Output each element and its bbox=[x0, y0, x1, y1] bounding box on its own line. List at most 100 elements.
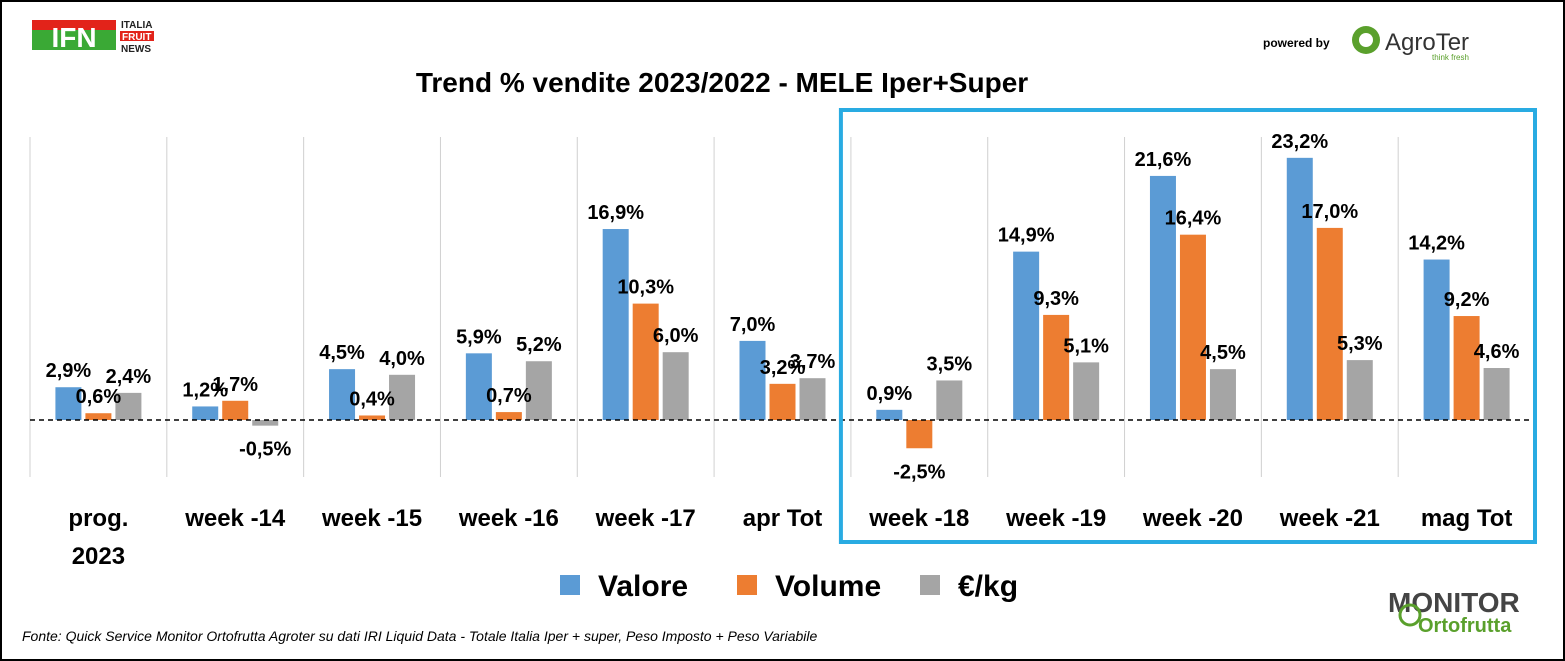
category-label: week -16 bbox=[458, 505, 559, 532]
agroter-leaf-center-icon bbox=[1359, 33, 1373, 47]
ifn-logo-fruit-bg bbox=[120, 31, 154, 41]
data-label: 0,4% bbox=[349, 388, 395, 410]
bar-volume bbox=[1043, 314, 1070, 420]
magnifier-icon bbox=[1398, 603, 1422, 627]
powered-by-text: powered by bbox=[1263, 36, 1330, 50]
chart-title: Trend % vendite 2023/2022 - MELE Iper+Su… bbox=[416, 67, 1028, 98]
monitor-logo-line2: Ortofrutta bbox=[1418, 615, 1512, 637]
ifn-logo-line2: FRUIT bbox=[122, 32, 151, 43]
bar-valore bbox=[876, 409, 903, 420]
category-label: 2023 bbox=[72, 543, 125, 570]
ifn-logo-line1: ITALIA bbox=[121, 20, 152, 31]
bar-valore bbox=[1013, 251, 1040, 420]
data-label: 0,6% bbox=[76, 386, 122, 408]
category-label: mag Tot bbox=[1421, 505, 1513, 532]
agroter-logo: AgroTer think fresh bbox=[1352, 26, 1469, 62]
legend: Valore Volume €/kg bbox=[560, 570, 1018, 603]
bar-volume bbox=[769, 383, 796, 420]
bar-volume bbox=[222, 400, 249, 420]
category-label: prog. bbox=[68, 505, 128, 532]
data-label: 4,6% bbox=[1474, 341, 1520, 363]
data-label: -2,5% bbox=[893, 461, 945, 483]
bar-volume bbox=[1453, 316, 1480, 420]
ifn-logo-stripe bbox=[32, 20, 116, 30]
bar-eurkg bbox=[799, 378, 826, 420]
bar-valore bbox=[1286, 157, 1313, 420]
bar-eurkg bbox=[1346, 360, 1373, 420]
bar-eurkg bbox=[662, 352, 689, 420]
category-label: week -17 bbox=[595, 505, 696, 532]
category-label: week -18 bbox=[868, 505, 969, 532]
bar-eurkg bbox=[1483, 368, 1510, 420]
data-label: 5,2% bbox=[516, 334, 562, 356]
data-label: -0,5% bbox=[239, 439, 291, 461]
bar-eurkg bbox=[1209, 369, 1236, 420]
data-label: 14,2% bbox=[1408, 233, 1465, 255]
bar-valore bbox=[192, 406, 219, 420]
data-label: 6,0% bbox=[653, 325, 699, 347]
data-label: 2,9% bbox=[46, 360, 92, 382]
data-label: 5,9% bbox=[456, 326, 502, 348]
data-label: 2,4% bbox=[106, 366, 152, 388]
agroter-tagline: think fresh bbox=[1432, 53, 1469, 62]
bar-eurkg bbox=[389, 374, 416, 420]
agroter-name: AgroTer bbox=[1385, 29, 1469, 56]
data-label: 0,7% bbox=[486, 385, 532, 407]
data-label: 16,9% bbox=[587, 202, 644, 224]
bar-eurkg bbox=[1073, 362, 1100, 420]
bar-volume bbox=[1179, 234, 1206, 420]
legend-label: €/kg bbox=[958, 570, 1018, 603]
bar-valore bbox=[1149, 175, 1176, 420]
data-label: 17,0% bbox=[1301, 201, 1358, 223]
bar-volume bbox=[1316, 227, 1343, 420]
bar-volume bbox=[906, 420, 933, 449]
data-label: 1,2% bbox=[182, 379, 228, 401]
legend-swatch bbox=[737, 575, 757, 595]
bar-eurkg bbox=[115, 392, 142, 420]
data-label: 23,2% bbox=[1271, 131, 1328, 153]
legend-swatch bbox=[920, 575, 940, 595]
monitor-ortofrutta-logo: MONITOR Ortofrutta bbox=[1388, 587, 1520, 637]
data-label: 14,9% bbox=[998, 225, 1055, 247]
bar-eurkg bbox=[525, 361, 552, 420]
data-label: 5,1% bbox=[1063, 335, 1109, 357]
data-label: 4,5% bbox=[1200, 342, 1246, 364]
data-label: 1,7% bbox=[212, 374, 258, 396]
category-label: week -15 bbox=[321, 505, 422, 532]
data-label: 3,5% bbox=[927, 353, 973, 375]
data-label: 3,7% bbox=[790, 351, 836, 373]
bar-valore bbox=[55, 387, 82, 420]
data-label: 5,3% bbox=[1337, 333, 1383, 355]
data-label: 0,9% bbox=[867, 383, 913, 405]
bar-valore bbox=[602, 229, 629, 420]
category-label: week -21 bbox=[1279, 505, 1380, 532]
ifn-logo-line3: NEWS bbox=[121, 44, 151, 55]
source-note: Fonte: Quick Service Monitor Ortofrutta … bbox=[22, 628, 817, 644]
category-label: apr Tot bbox=[743, 505, 823, 532]
legend-label: Valore bbox=[598, 570, 688, 603]
bar-valore bbox=[739, 340, 766, 420]
data-label: 16,4% bbox=[1165, 208, 1222, 230]
category-label: week -14 bbox=[184, 505, 286, 532]
data-label: 3,2% bbox=[760, 357, 806, 379]
data-label: 9,2% bbox=[1444, 289, 1490, 311]
data-label: 9,3% bbox=[1033, 288, 1079, 310]
bar-valore bbox=[465, 353, 492, 420]
category-label: week -19 bbox=[1005, 505, 1106, 532]
data-label: 21,6% bbox=[1135, 149, 1192, 171]
bar-valore bbox=[329, 369, 356, 420]
bar-eurkg bbox=[936, 380, 963, 420]
ifn-logo: IFN ITALIA FRUIT NEWS bbox=[32, 20, 154, 55]
ifn-logo-letters: IFN bbox=[51, 22, 96, 53]
data-label: 7,0% bbox=[730, 314, 776, 336]
data-label: 4,0% bbox=[379, 348, 425, 370]
data-label: 10,3% bbox=[617, 277, 674, 299]
data-label: 4,5% bbox=[319, 342, 365, 364]
bar-volume bbox=[495, 412, 522, 420]
bar-valore bbox=[1423, 259, 1450, 420]
monitor-logo-line1: MONITOR bbox=[1388, 587, 1520, 618]
category-label: week -20 bbox=[1142, 505, 1243, 532]
bar-volume bbox=[359, 415, 386, 420]
